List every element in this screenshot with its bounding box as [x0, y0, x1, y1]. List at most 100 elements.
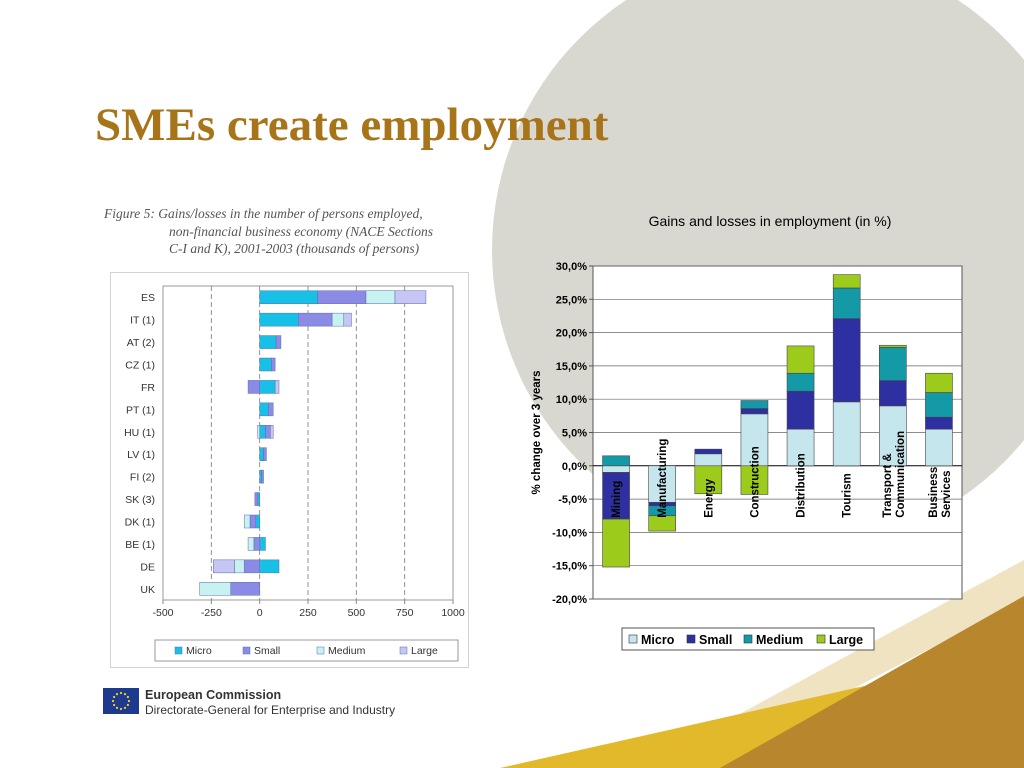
right-legend-swatch-small: [686, 634, 696, 644]
left-category-label: UK: [140, 584, 155, 596]
right-legend-label-large: Large: [829, 633, 863, 647]
left-category-label: CZ (1): [125, 360, 155, 372]
left-legend-swatch-micro: [174, 646, 183, 655]
left-bar-micro-sk-3: [257, 492, 260, 506]
right-bar-large-transport-communication: [879, 344, 907, 348]
right-category-label-line: Tourism: [842, 473, 854, 518]
right-bar-micro-tourism: [832, 401, 861, 467]
right-category-label-line: Communication: [895, 431, 907, 518]
left-bar-large-fr: [274, 380, 280, 394]
corner-swoosh-gold: [720, 596, 1024, 768]
left-bar-small-de: [243, 559, 260, 574]
left-category-label: FI (2): [130, 472, 155, 484]
left-legend-label-small: Small: [254, 645, 280, 657]
left-x-tick-label: 1000: [441, 607, 465, 619]
left-category-label: IT (1): [130, 315, 155, 327]
right-bar-medium-transport-communication: [879, 346, 907, 381]
right-legend-swatch-micro: [628, 634, 638, 644]
left-bar-micro-lv-1: [259, 447, 264, 461]
left-bar-micro-be-1: [259, 537, 266, 551]
right-category-label-tourism: Tourism: [842, 473, 854, 518]
right-legend-label-micro: Micro: [641, 633, 675, 647]
left-legend-box: [154, 639, 459, 662]
right-bar-micro-transport-communication: [879, 405, 907, 467]
right-y-tick-label: 15,0%: [556, 361, 587, 373]
right-bar-medium-distribution: [786, 372, 815, 392]
right-legend-label-medium: Medium: [756, 633, 803, 647]
left-x-tick-label: -250: [201, 607, 222, 619]
left-bar-small-es: [317, 290, 367, 304]
left-bar-medium-be-1: [247, 537, 255, 551]
right-category-label-mining: Mining: [611, 481, 623, 518]
left-bar-small-sk-3: [254, 492, 258, 506]
left-legend-label-large: Large: [411, 645, 438, 657]
right-bar-large-construction: [740, 465, 769, 495]
left-x-tick-label: 250: [299, 607, 317, 619]
right-category-label-line: Mining: [611, 481, 623, 518]
caption-line-1: Figure 5: Gains/losses in the number of …: [104, 206, 423, 221]
right-category-label-business-services: BusinessServices: [928, 467, 953, 518]
left-bar-small-uk: [230, 582, 260, 596]
left-bar-micro-pt-1: [259, 402, 269, 417]
right-bar-medium-mining: [602, 455, 630, 467]
left-bar-medium-es: [365, 290, 396, 304]
right-bar-small-energy: [694, 448, 723, 455]
left-category-label: DK (1): [125, 517, 155, 529]
left-legend-label-medium: Medium: [328, 645, 366, 657]
left-bar-small-at-2: [275, 335, 282, 349]
left-category-label: AT (2): [127, 337, 155, 349]
right-chart-title: Gains and losses in employment (in %): [649, 213, 892, 229]
caption-line-2: non-financial business economy (NACE Sec…: [169, 223, 433, 239]
left-bar-small-lv-1: [263, 447, 267, 461]
left-bar-large-hu-1: [270, 425, 274, 439]
right-bar-large-manufacturing: [648, 515, 676, 532]
footer-dg-name: Directorate-General for Enterprise and I…: [145, 703, 396, 717]
left-bar-micro-de: [259, 559, 280, 574]
right-bar-medium-construction: [740, 400, 769, 409]
right-bar-micro-distribution: [786, 428, 815, 467]
left-legend-swatch-small: [242, 646, 251, 655]
right-bar-large-distribution: [786, 345, 815, 374]
right-bar-small-distribution: [786, 390, 815, 430]
right-y-tick-label: 0,0%: [562, 461, 587, 473]
right-bar-micro-business-services: [925, 428, 953, 467]
right-y-tick-label: -15,0%: [552, 561, 587, 573]
left-bar-micro-dk-1: [255, 514, 260, 529]
right-bar-micro-energy: [694, 453, 723, 467]
right-bar-medium-business-services: [925, 392, 953, 418]
right-category-label-transport-communication: Transport &Communication: [882, 431, 907, 518]
right-category-label-construction: Construction: [749, 446, 761, 518]
right-y-tick-label: 10,0%: [556, 394, 587, 406]
right-legend: Micro Small Medium Large: [621, 627, 875, 651]
left-bar-small-dk-1: [249, 514, 257, 529]
left-bar-medium-de: [234, 559, 245, 574]
left-category-label: LV (1): [127, 449, 155, 461]
left-bar-large-de: [213, 559, 235, 574]
right-legend-swatch-large: [816, 634, 826, 644]
left-bar-medium-uk: [199, 582, 231, 596]
footer-org-name: European Commission: [145, 688, 282, 702]
left-bar-medium-dk-1: [243, 514, 251, 529]
right-category-label-line: Construction: [749, 446, 761, 518]
left-bar-small-cz-1: [271, 357, 276, 372]
left-x-tick-label: 500: [348, 607, 366, 619]
left-bar-micro-it-1: [259, 312, 299, 327]
right-y-tick-label: -20,0%: [552, 594, 587, 606]
right-category-label-manufacturing: Manufacturing: [657, 439, 669, 518]
caption-line-3: C-I and K), 2001-2003 (thousands of pers…: [169, 241, 420, 256]
right-y-tick-label: -5,0%: [558, 494, 587, 506]
right-legend-label-small: Small: [699, 633, 732, 647]
left-legend-swatch-medium: [316, 646, 325, 655]
left-bar-micro-fr: [259, 380, 276, 394]
left-bar-medium-it-1: [331, 312, 345, 327]
left-category-label: FR: [141, 382, 155, 394]
right-category-label-distribution: Distribution: [796, 453, 808, 518]
left-bar-micro-at-2: [259, 335, 277, 349]
sector-employment-chart: Gains and losses in employment (in %) 30,…: [531, 213, 963, 651]
left-bar-large-it-1: [343, 312, 352, 327]
right-category-label-line: Manufacturing: [657, 439, 669, 518]
right-bar-micro-mining: [602, 465, 630, 473]
right-category-label-line: Business: [928, 467, 940, 518]
left-x-tick-label: 750: [396, 607, 414, 619]
right-bar-small-business-services: [925, 416, 953, 430]
